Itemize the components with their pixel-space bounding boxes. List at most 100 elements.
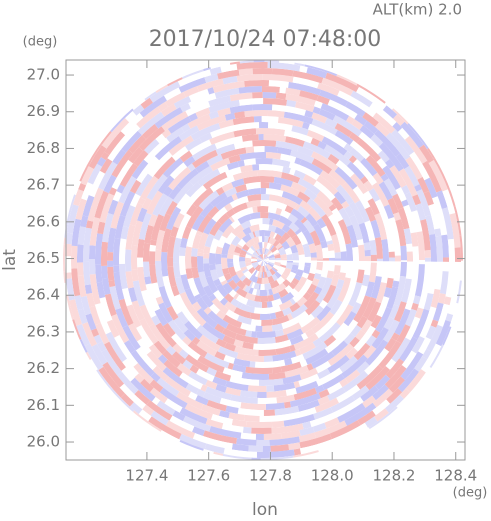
echo-segment <box>77 308 88 325</box>
echo-segment <box>185 101 211 117</box>
echo-segment <box>227 362 234 370</box>
echo-segment <box>106 319 120 338</box>
echo-segment <box>265 152 282 160</box>
echo-segment <box>188 370 208 386</box>
echo-segment <box>420 349 439 373</box>
echo-segment <box>357 244 365 262</box>
echo-segment <box>248 231 255 239</box>
echo-segment <box>303 245 311 258</box>
echo-segment <box>208 110 220 120</box>
echo-segment <box>132 280 146 307</box>
echo-segment <box>197 248 204 254</box>
echo-segment <box>172 343 183 354</box>
echo-segment <box>330 395 356 413</box>
echo-segment <box>313 195 334 218</box>
echo-segment <box>394 301 407 323</box>
echo-segment <box>155 296 164 305</box>
echo-segment <box>365 339 389 366</box>
echo-segment <box>155 322 177 348</box>
x-tick-label: 128.4 <box>434 467 477 485</box>
echo-segment <box>258 242 263 249</box>
echo-segment <box>315 269 323 275</box>
echo-segment <box>95 323 110 345</box>
echo-segment <box>233 128 257 138</box>
echo-segment <box>341 354 368 379</box>
echo-segment <box>272 219 285 230</box>
echo-segment <box>334 122 353 138</box>
echo-segment <box>383 316 395 330</box>
echo-segment <box>342 370 369 393</box>
echo-segment <box>182 359 193 370</box>
echo-segment <box>262 325 273 332</box>
echo-segment <box>247 238 256 247</box>
echo-segment <box>378 142 404 172</box>
echo-segment <box>134 389 151 405</box>
echo-segment <box>291 234 302 246</box>
echo-segment <box>364 348 390 376</box>
echo-segment <box>352 246 359 261</box>
echo-segment <box>384 394 405 413</box>
echo-segment <box>211 297 230 315</box>
echo-segment <box>223 354 236 364</box>
echo-segment <box>269 436 300 446</box>
echo-segment <box>129 193 141 208</box>
plot-frame <box>65 59 466 461</box>
echo-segment <box>248 445 263 452</box>
echo-segment <box>265 264 272 271</box>
echo-segment <box>404 135 428 164</box>
echo-segment <box>163 186 173 197</box>
echo-segment <box>353 325 376 352</box>
echo-segment <box>372 182 390 207</box>
echo-segment <box>74 295 84 311</box>
echo-segment <box>253 342 280 350</box>
echo-segment <box>217 164 229 175</box>
echo-segment <box>102 277 111 295</box>
echo-segment <box>192 233 202 249</box>
echo-segment <box>244 271 251 278</box>
echo-segment <box>272 292 281 301</box>
echo-segment <box>233 219 241 227</box>
echo-segment <box>331 340 348 357</box>
echo-segment <box>214 323 225 334</box>
echo-segment <box>245 253 252 259</box>
echo-segment <box>227 262 234 268</box>
echo-segment <box>223 448 258 458</box>
echo-segment <box>238 86 262 94</box>
echo-segment <box>256 277 263 284</box>
echo-segment <box>271 314 290 326</box>
echo-segment <box>193 277 207 297</box>
echo-segment <box>134 373 145 384</box>
y-tick-label: 26.4 <box>27 286 60 304</box>
echo-segment <box>241 268 249 274</box>
echo-segment <box>224 301 237 313</box>
echo-segment <box>227 266 237 278</box>
echo-segment <box>403 204 417 234</box>
echo-segment <box>239 274 247 282</box>
echo-segment <box>221 224 235 239</box>
echo-segment <box>392 122 403 132</box>
echo-segment <box>286 253 293 261</box>
echo-segment <box>276 268 284 276</box>
echo-segment <box>235 287 248 298</box>
echo-segment <box>414 356 428 372</box>
echo-segment <box>294 348 302 357</box>
echo-segment <box>257 397 277 404</box>
echo-segment <box>95 264 103 283</box>
echo-segment <box>289 168 296 176</box>
echo-segment <box>269 231 276 239</box>
echo-segment <box>161 128 172 139</box>
echo-segment <box>191 149 219 169</box>
echo-segment <box>284 205 294 214</box>
echo-segment <box>382 105 398 119</box>
echo-segment <box>191 311 207 327</box>
echo-segment <box>242 244 250 252</box>
echo-segment <box>218 60 231 67</box>
echo-segment <box>360 176 369 185</box>
echo-segment <box>303 188 318 201</box>
echo-segment <box>164 376 191 397</box>
echo-segment <box>232 116 255 126</box>
echo-segment <box>412 295 421 305</box>
echo-segment <box>175 213 192 240</box>
echo-segment <box>303 291 320 309</box>
echo-segment <box>282 267 292 278</box>
